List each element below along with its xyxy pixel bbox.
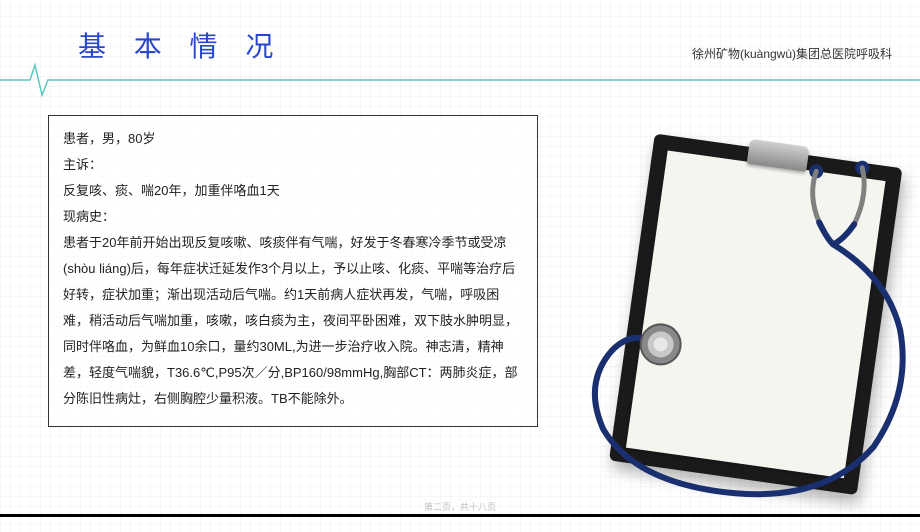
chief-complaint-text: 反复咳、痰、喘20年，加重伴咯血1天 xyxy=(63,178,523,204)
ecg-line-decoration xyxy=(0,60,920,100)
clipboard-decoration xyxy=(565,108,920,532)
stethoscope-icon xyxy=(565,108,920,532)
patient-info-box: 患者，男，80岁 主诉： 反复咳、痰、喘20年，加重伴咯血1天 现病史： 患者于… xyxy=(48,115,538,427)
history-label: 现病史： xyxy=(63,204,523,230)
page-indicator: 第二页，共十八页 xyxy=(424,500,496,513)
chief-complaint-label: 主诉： xyxy=(63,152,523,178)
patient-demographics: 患者，男，80岁 xyxy=(63,126,523,152)
history-text: 患者于20年前开始出现反复咳嗽、咳痰伴有气喘，好发于冬春寒冷季节或受凉(shòu… xyxy=(63,230,523,412)
page-title: 基 本 情 况 xyxy=(78,25,283,65)
